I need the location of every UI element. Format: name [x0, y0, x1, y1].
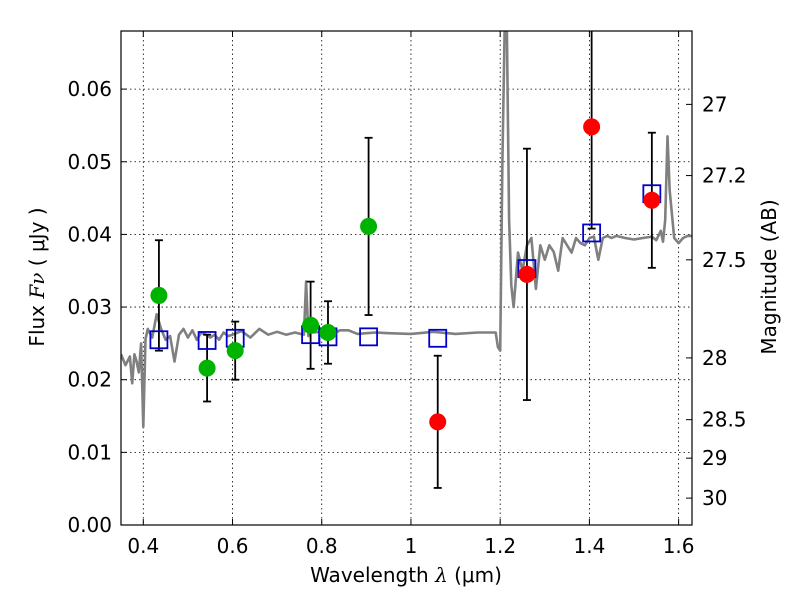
green-data-point [302, 316, 320, 334]
y-tick-label: 0.04 [67, 222, 112, 246]
x-tick-label: 0.8 [306, 534, 338, 558]
y2-tick-label: 29 [702, 446, 727, 470]
model-square-marker [197, 331, 217, 350]
observed-photometry-markers [150, 118, 661, 431]
spectrum-line-group [121, 31, 692, 429]
model-square-marker [582, 223, 602, 243]
y-tick-label: 0.01 [67, 440, 112, 464]
red-data-point [518, 265, 536, 283]
y-axis-title: Flux Fν ( μJy ) [25, 207, 49, 346]
green-data-point [226, 342, 244, 360]
y2-axis-title: Magnitude (AB) [757, 199, 781, 354]
y2-tick-label: 27 [702, 92, 727, 116]
y2-tick-label: 27.2 [702, 164, 747, 188]
y-tick-label: 0.06 [67, 77, 112, 101]
spectrum-line [121, 31, 692, 429]
x-axis-ticks: 0.4 0.6 0.8 1 1.2 1.4 1.6 [127, 31, 695, 558]
model-square-marker [428, 328, 448, 348]
y-tick-label: 0.05 [67, 150, 112, 174]
green-data-point [198, 359, 216, 377]
x-tick-label: 1 [405, 534, 418, 558]
y2-tick-label: 27.5 [702, 248, 747, 272]
red-data-point [429, 413, 447, 431]
y-axis-ticks: 0.00 0.01 0.02 0.03 0.04 0.05 0.06 [67, 77, 127, 537]
green-data-point [150, 286, 168, 304]
model-photometry-markers [149, 184, 662, 350]
x-tick-label: 0.6 [217, 534, 249, 558]
red-data-point [643, 191, 661, 209]
model-square-marker [359, 327, 378, 347]
y2-tick-label: 28.5 [702, 408, 747, 432]
errorbars [154, 31, 656, 489]
model-square-marker [149, 330, 169, 350]
y-tick-label: 0.02 [67, 368, 112, 392]
green-data-point [360, 217, 378, 235]
y2-axis-ticks: 27 27.2 27.5 28 28.5 29 30 [686, 92, 747, 510]
y-tick-label: 0.03 [67, 295, 112, 319]
red-data-point [583, 118, 601, 136]
green-data-point [319, 323, 337, 341]
x-tick-label: 0.4 [127, 534, 159, 558]
y2-tick-label: 30 [702, 486, 727, 510]
grid [121, 31, 692, 526]
plot-frame [120, 30, 693, 526]
x-tick-label: 1.4 [573, 534, 605, 558]
x-tick-label: 1.2 [484, 534, 516, 558]
x-axis-title: Wavelength λ (μm) [310, 563, 502, 587]
y2-tick-label: 28 [702, 346, 727, 370]
y-tick-label: 0.00 [67, 513, 112, 537]
x-tick-label: 1.6 [663, 534, 695, 558]
